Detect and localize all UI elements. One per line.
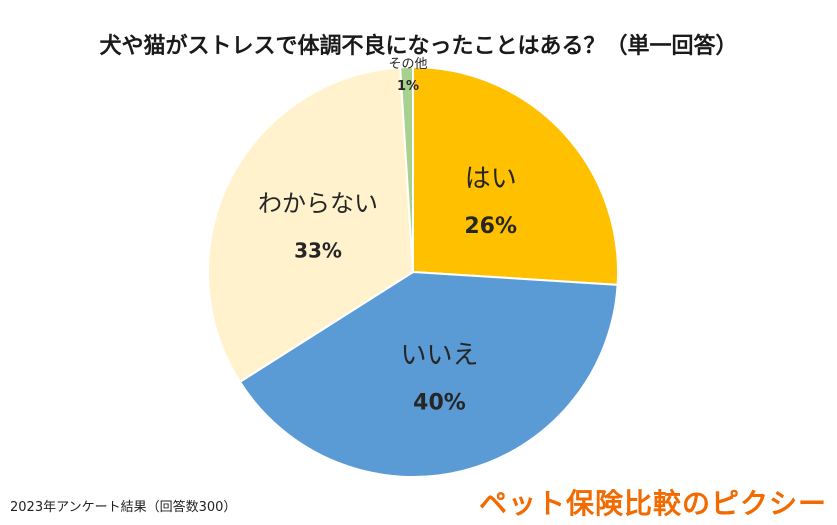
survey-footnote: 2023年アンケート結果（回答数300） [10,500,237,515]
pie-slice-1 [238,270,619,478]
slice-value-0: 26% [464,214,517,239]
slice-value-2: 33% [294,239,342,263]
brand-logo: ペット保険比較のピクシー [478,487,827,520]
slice-value-3: 1% [397,79,419,94]
slice-label-2: わからない [258,190,378,218]
pie-slice-0 [412,65,619,286]
pie-slice-2 [207,66,415,384]
pie-slices [207,65,619,478]
slice-label-3: その他 [388,57,427,72]
slice-label-1: いいえ [401,340,479,370]
pie-slice-3 [399,65,414,273]
pie-labels: はい 26% いいえ 40% わからない 33% その他 1% [258,57,517,415]
slice-label-0: はい [465,164,517,194]
slice-value-1: 40% [413,390,466,415]
chart-title: 犬や猫がストレスで体調不良になったことはある？（単一回答） [99,34,738,59]
